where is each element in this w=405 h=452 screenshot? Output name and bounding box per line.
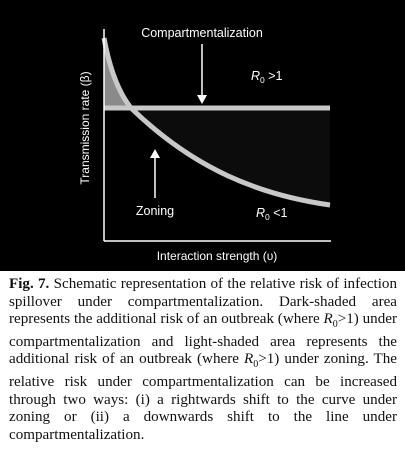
dark-shaded-region (131, 108, 330, 205)
figure-caption-label: Fig. 7. (9, 276, 50, 292)
x-axis-label: Interaction strength (υ) (157, 249, 278, 263)
figure-panel: Compartmentalization Zoning R0 >1 R0 <1 … (0, 0, 405, 271)
figure-caption-text: Schematic representation of the relative… (9, 276, 397, 443)
figure-caption: Fig. 7. Schematic representation of the … (9, 276, 397, 444)
schematic-chart: Compartmentalization Zoning R0 >1 R0 <1 … (78, 26, 331, 263)
light-shaded-region (104, 38, 131, 108)
y-axis-label: Transmission rate (β) (78, 71, 92, 184)
r0-greater-label: R0 >1 (251, 69, 283, 85)
zoning-curve (101, 37, 331, 208)
compartmentalization-label: Compartmentalization (141, 26, 263, 40)
zoning-arrow-head (150, 149, 160, 158)
r0-less-label: R0 <1 (256, 206, 288, 222)
zoning-label: Zoning (136, 204, 174, 218)
compartmentalization-arrow-head (197, 95, 207, 104)
